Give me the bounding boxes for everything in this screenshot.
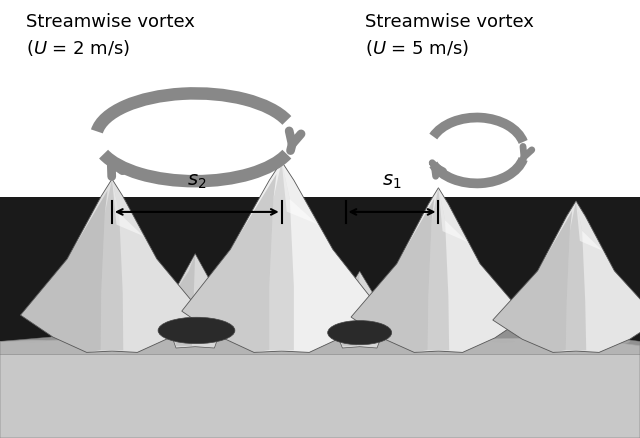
Polygon shape <box>331 272 388 348</box>
Polygon shape <box>182 162 381 353</box>
Polygon shape <box>282 162 317 225</box>
Ellipse shape <box>387 339 410 344</box>
Polygon shape <box>20 180 204 353</box>
Ellipse shape <box>539 338 572 345</box>
Polygon shape <box>576 201 603 251</box>
Ellipse shape <box>20 338 44 345</box>
Ellipse shape <box>118 340 156 343</box>
Polygon shape <box>170 254 195 346</box>
Polygon shape <box>566 201 586 351</box>
Polygon shape <box>493 201 640 353</box>
Ellipse shape <box>158 318 235 344</box>
Polygon shape <box>269 162 294 351</box>
Ellipse shape <box>275 337 314 346</box>
Ellipse shape <box>224 338 259 346</box>
Ellipse shape <box>483 338 524 346</box>
Polygon shape <box>351 188 526 353</box>
Ellipse shape <box>172 339 206 345</box>
Ellipse shape <box>69 339 99 344</box>
Polygon shape <box>428 188 449 351</box>
Text: $s_2$: $s_2$ <box>187 172 207 191</box>
Text: Streamwise vortex
($U$ = 5 m/s): Streamwise vortex ($U$ = 5 m/s) <box>365 13 534 57</box>
Polygon shape <box>438 188 467 243</box>
Ellipse shape <box>326 340 366 343</box>
Ellipse shape <box>597 338 619 345</box>
Polygon shape <box>337 272 360 346</box>
Text: Streamwise vortex
($U$ = 2 m/s): Streamwise vortex ($U$ = 2 m/s) <box>26 13 195 57</box>
Ellipse shape <box>328 321 392 345</box>
Text: $s_1$: $s_1$ <box>382 172 402 191</box>
Polygon shape <box>100 180 124 351</box>
Polygon shape <box>182 175 276 353</box>
Polygon shape <box>163 254 227 348</box>
Polygon shape <box>112 180 143 237</box>
FancyBboxPatch shape <box>0 197 640 438</box>
Polygon shape <box>0 335 640 438</box>
Ellipse shape <box>429 339 472 345</box>
Polygon shape <box>0 307 640 355</box>
Polygon shape <box>351 199 435 353</box>
Polygon shape <box>20 191 108 353</box>
Polygon shape <box>493 212 572 353</box>
